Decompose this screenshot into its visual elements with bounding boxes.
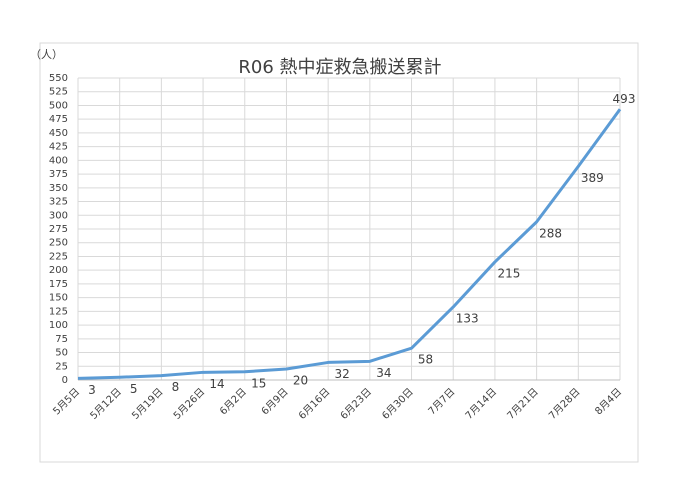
- y-tick-label: 400: [49, 155, 68, 166]
- data-label: 389: [581, 171, 604, 185]
- data-label: 3: [88, 383, 96, 397]
- y-tick-label: 300: [49, 210, 68, 221]
- y-tick-label: 75: [55, 334, 68, 345]
- y-tick-label: 425: [49, 142, 68, 153]
- y-tick-label: 25: [55, 361, 68, 372]
- y-tick-label: 500: [49, 100, 68, 111]
- y-unit: （人）: [30, 48, 63, 61]
- data-label: 215: [497, 266, 520, 280]
- data-label: 14: [209, 377, 224, 391]
- y-tick-label: 0: [62, 375, 68, 386]
- chart-title: R06 熱中症救急搬送累計: [238, 57, 441, 78]
- y-tick-label: 525: [49, 87, 68, 98]
- data-label: 493: [613, 92, 636, 106]
- y-tick-label: 175: [49, 279, 68, 290]
- data-label: 133: [456, 311, 479, 325]
- data-label: 5: [130, 382, 138, 396]
- y-tick-label: 225: [49, 251, 68, 262]
- data-label: 15: [251, 376, 266, 390]
- data-label: 8: [172, 380, 180, 394]
- data-label: 288: [539, 226, 562, 240]
- y-tick-label: 250: [49, 238, 68, 249]
- series-line: [77, 108, 622, 380]
- y-tick-label: 100: [49, 320, 68, 331]
- data-label: 20: [293, 374, 308, 388]
- y-tick-label: 375: [49, 169, 68, 180]
- y-tick-label: 150: [49, 293, 68, 304]
- data-label: 32: [335, 367, 350, 381]
- chart-frame: [39, 42, 639, 463]
- data-label: 34: [376, 366, 391, 380]
- data-label: 58: [418, 353, 433, 367]
- y-tick-label: 50: [55, 348, 68, 359]
- y-tick-label: 475: [49, 114, 68, 125]
- y-tick-label: 200: [49, 265, 68, 276]
- y-tick-label: 350: [49, 183, 68, 194]
- y-tick-label: 275: [49, 224, 68, 235]
- y-tick-label: 325: [49, 197, 68, 208]
- y-tick-label: 450: [49, 128, 68, 139]
- y-tick-label: 125: [49, 306, 68, 317]
- y-tick-label: 550: [49, 73, 68, 84]
